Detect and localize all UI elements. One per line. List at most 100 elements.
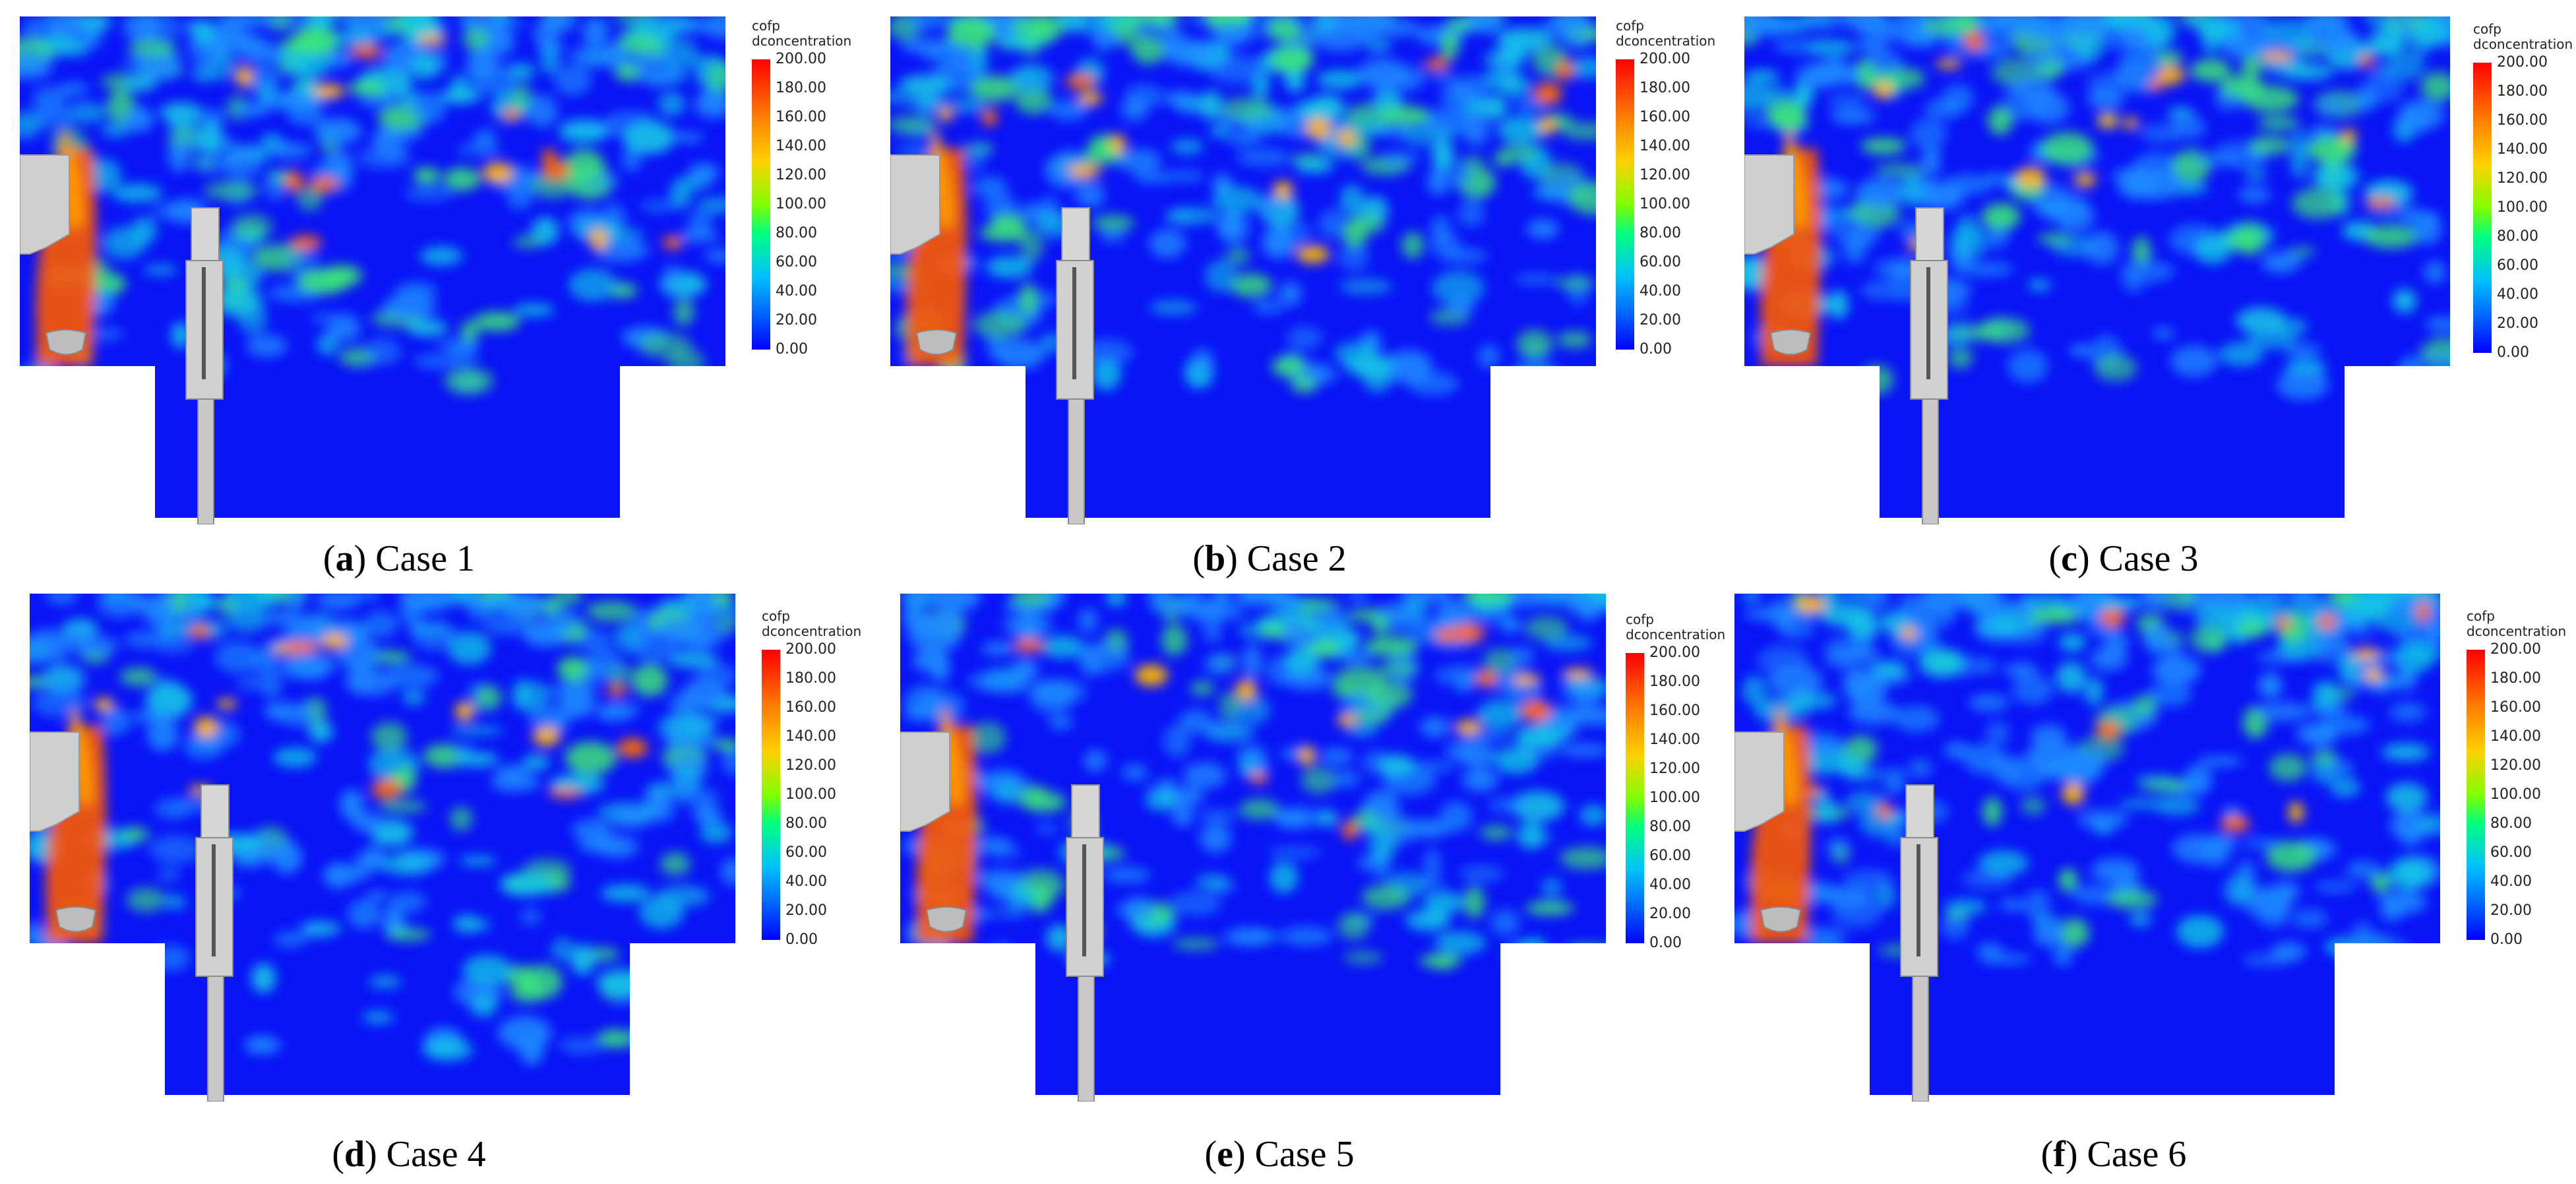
- concentration-blob: [443, 168, 481, 191]
- concentration-blob: [1562, 943, 1606, 956]
- concentration-blob: [2028, 610, 2080, 625]
- colorbar-tick-label: 0.00: [2497, 344, 2529, 361]
- concentration-blob: [413, 167, 441, 185]
- concentration-blob: [332, 29, 379, 47]
- concentration-blob: [982, 680, 1028, 693]
- concentration-blob: [1190, 348, 1215, 375]
- concentration-blob: [2219, 342, 2263, 367]
- colorbar: [2467, 650, 2485, 940]
- concentration-blob: [2359, 936, 2410, 964]
- hot-spot: [2220, 815, 2250, 832]
- concentration-blob: [1823, 637, 1858, 670]
- concentration-blob: [2021, 796, 2046, 815]
- concentration-blob: [2248, 135, 2290, 156]
- colorbar-tick-label: 120.00: [776, 167, 826, 183]
- concentration-blob: [2271, 942, 2307, 962]
- concentration-blob: [1543, 635, 1593, 651]
- concentration-blob: [1579, 805, 1606, 826]
- colorbar-tick-label: 120.00: [2497, 170, 2548, 187]
- hot-spot: [482, 162, 514, 183]
- hot-spot: [1134, 664, 1168, 687]
- hot-spot: [2261, 51, 2294, 62]
- panel-letter: e: [1217, 1134, 1233, 1175]
- contour-plot-a: [20, 16, 725, 524]
- hot-spot: [2124, 117, 2138, 129]
- concentration-blob: [168, 140, 190, 173]
- concentration-blob: [1744, 81, 1771, 112]
- colorbar-title-line1: cofp: [2473, 21, 2501, 37]
- concentration-blob: [2351, 594, 2394, 609]
- colorbar: [762, 650, 780, 940]
- concentration-blob: [965, 141, 986, 171]
- concentration-blob: [1048, 714, 1074, 731]
- concentration-blob: [1092, 214, 1135, 232]
- concentration-blob: [348, 594, 382, 601]
- concentration-blob: [271, 841, 303, 874]
- concentration-blob: [45, 594, 79, 604]
- concentration-blob: [704, 249, 725, 263]
- concentration-blob: [236, 675, 274, 691]
- concentration-blob: [899, 75, 951, 96]
- concentration-blob: [1816, 797, 1837, 825]
- colorbar-tick-label: 60.00: [2490, 844, 2532, 861]
- concentration-blob: [673, 298, 694, 326]
- colorbar-tick-label: 20.00: [2490, 902, 2532, 919]
- concentration-blob: [526, 95, 559, 128]
- concentration-blob: [404, 186, 454, 202]
- concentration-blob: [1440, 801, 1473, 832]
- concentration-blob: [1199, 809, 1237, 823]
- concentration-blob: [1332, 770, 1360, 788]
- concentration-blob: [667, 788, 720, 805]
- concentration-blob: [1510, 791, 1565, 822]
- colorbar: [1616, 59, 1634, 350]
- concentration-blob: [297, 188, 323, 211]
- concentration-blob: [454, 752, 499, 767]
- concentration-blob: [1365, 38, 1392, 53]
- concentration-blob: [2329, 760, 2354, 776]
- burner-housing: [1744, 154, 1794, 255]
- concentration-blob: [2397, 100, 2433, 135]
- concentration-blob: [630, 633, 681, 662]
- concentration-blob: [907, 16, 943, 31]
- concentration-blob: [2385, 782, 2428, 813]
- concentration-blob: [363, 610, 398, 639]
- concentration-blob: [1463, 886, 1485, 919]
- concentration-blob: [2195, 602, 2225, 629]
- concentration-blob: [1239, 799, 1280, 820]
- concentration-blob: [1204, 653, 1235, 675]
- concentration-blob: [1977, 658, 1998, 674]
- colorbar-tick-label: 60.00: [1649, 848, 1691, 864]
- hot-spot: [1512, 674, 1541, 685]
- concentration-blob: [450, 343, 478, 367]
- concentration-blob: [119, 668, 158, 687]
- concentration-blob: [260, 133, 282, 147]
- plot-panel-b: [890, 16, 1649, 524]
- concentration-blob: [565, 741, 617, 775]
- concentration-blob: [626, 968, 668, 999]
- concentration-blob: [1560, 846, 1606, 869]
- concentration-blob: [1179, 709, 1213, 733]
- concentration-blob: [284, 248, 319, 266]
- concentration-blob: [412, 354, 462, 369]
- panel-label: Case 3: [2099, 538, 2199, 579]
- concentration-blob: [131, 711, 181, 723]
- colorbar-tick-label: 100.00: [776, 196, 826, 212]
- concentration-blob: [1917, 181, 1965, 210]
- colorbar: [752, 59, 770, 350]
- concentration-blob: [1084, 749, 1107, 772]
- hot-spot: [308, 177, 339, 192]
- panel-caption: (b) Case 2: [1192, 538, 1347, 579]
- concentration-blob: [509, 84, 534, 111]
- concentration-blob: [919, 690, 966, 724]
- hot-spot: [532, 727, 561, 747]
- concentration-blob: [1483, 648, 1519, 672]
- concentration-blob: [1210, 126, 1229, 138]
- concentration-blob: [2424, 352, 2450, 375]
- concentration-blob: [224, 594, 280, 611]
- concentration-blob: [1195, 873, 1229, 890]
- concentration-blob: [2152, 327, 2175, 340]
- concentration-blob: [126, 106, 154, 133]
- concentration-blob: [946, 16, 995, 50]
- concentration-blob: [1225, 247, 1251, 266]
- colorbar: [2473, 63, 2492, 353]
